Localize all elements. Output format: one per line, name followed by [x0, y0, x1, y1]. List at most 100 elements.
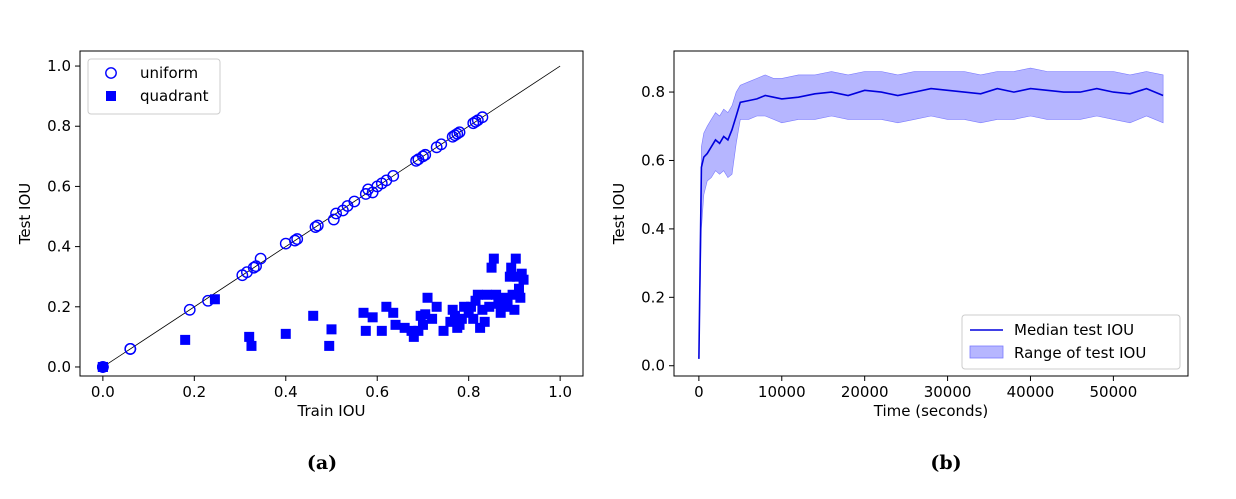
a-quadrant-point-34	[459, 301, 470, 312]
b-legend-range-label: Range of test IOU	[1014, 344, 1146, 362]
a-quadrant-point-41	[477, 304, 488, 315]
b-median-line	[698, 87, 1164, 359]
a-quadrant-point-53	[504, 271, 515, 282]
a-quadrant-point-20	[413, 325, 424, 336]
a-uniform-point-16	[327, 213, 340, 226]
test-iou-over-time-plot: 0 10000 20000 30000 40000 50000 0.0 0.2 0.4 0.6 0.…	[610, 50, 1189, 420]
a-y-tick-label-1: 0.2	[47, 298, 71, 316]
b-range-band	[698, 67, 1164, 359]
a-quadrant-point-59	[513, 283, 524, 294]
a-quadrant-point-9	[326, 324, 337, 335]
a-x-tick-label-0: 0.0	[91, 383, 115, 401]
a-quadrant-point-47	[491, 289, 502, 300]
b-legend-box	[961, 314, 1181, 370]
a-quadrant-point-61	[516, 268, 527, 279]
a-uniform-point-41	[476, 111, 489, 124]
a-uniform-point-8	[247, 261, 260, 274]
a-x-tick-label-1: 0.2	[182, 383, 206, 401]
a-quadrant-point-8	[324, 340, 335, 351]
a-y-tick-label-5: 1.0	[47, 57, 71, 75]
a-legend-uniform-marker	[105, 67, 117, 79]
a-quadrant-point-49	[495, 307, 506, 318]
a-quadrant-point-17	[399, 322, 410, 333]
b-x-tick-label-3: 30000	[924, 383, 972, 401]
a-x-tick-label-4: 0.8	[457, 383, 481, 401]
a-quadrant-point-16	[390, 319, 401, 330]
a-quadrant-point-57	[510, 253, 521, 264]
caption-b: (b)	[930, 452, 962, 474]
a-quadrant-point-30	[449, 310, 460, 321]
a-plot-frame	[79, 50, 584, 377]
a-quadrant-point-10	[358, 307, 369, 318]
a-legend-quadrant-marker	[106, 91, 116, 101]
a-quadrant-point-36	[465, 301, 476, 312]
a-uniform-point-36	[451, 127, 464, 140]
a-quadrant-point-23	[420, 309, 431, 320]
a-quadrant-point-14	[381, 301, 392, 312]
a-quadrant-point-43	[481, 289, 492, 300]
a-x-tick-label-5: 1.0	[548, 383, 572, 401]
b-plot-frame	[673, 50, 1189, 377]
a-uniform-point-12	[289, 234, 301, 247]
a-quadrant-point-54	[506, 262, 517, 273]
a-uniform-point-27	[387, 169, 400, 182]
a-quadrant-point-62	[518, 274, 529, 285]
a-uniform-point-13	[291, 233, 304, 245]
a-uniform-point-1	[96, 361, 109, 373]
scatter-plot-train-vs-test-iou: 0.0 0.2 0.4 0.6 0.8 1.0 0.0 0.2 0.4 0.6 0.8 1.0 Trai…	[16, 50, 584, 420]
a-x-axis-label: Train IOU	[297, 402, 366, 420]
b-y-tick-label-4: 0.8	[641, 83, 665, 101]
a-quadrant-point-24	[422, 292, 433, 303]
b-x-tick-label-1: 10000	[758, 383, 806, 401]
b-legend: Median test IOU Range of test IOU	[961, 314, 1181, 370]
a-quadrant-point-29	[447, 304, 458, 315]
a-quadrant-point-42	[479, 316, 490, 327]
b-legend-median-label: Median test IOU	[1014, 321, 1134, 339]
b-y-tick-label-2: 0.4	[641, 220, 665, 238]
a-quadrant-point-18	[406, 325, 417, 336]
a-quadrant-point-1	[97, 361, 108, 372]
a-y-tick-label-0: 0.0	[47, 358, 71, 376]
b-y-tick-label-3: 0.6	[641, 151, 665, 169]
a-uniform-point-15	[311, 219, 324, 232]
a-uniform-point-30	[417, 150, 429, 163]
a-quadrant-point-56	[509, 304, 520, 315]
a-uniform-point-37	[453, 126, 466, 139]
a-uniform-point-3	[124, 343, 137, 355]
a-quadrant-point-26	[431, 301, 442, 312]
a-uniform-point-17	[330, 207, 342, 220]
a-quadrant-point-52	[502, 295, 513, 306]
b-legend-range-marker	[969, 345, 1004, 359]
a-quadrant-point-13	[376, 325, 387, 336]
a-uniform-point-14	[309, 221, 322, 233]
a-quadrant-point-4	[244, 331, 255, 342]
a-quadrant-point-12	[367, 312, 378, 323]
a-quadrant-point-27	[438, 325, 449, 336]
a-uniform-point-20	[348, 195, 361, 208]
b-y-tick-label-1: 0.2	[641, 288, 665, 306]
a-quadrant-point-38	[470, 295, 481, 306]
a-quadrant-point-3	[209, 294, 220, 305]
a-quadrant-point-15	[388, 307, 399, 318]
a-quadrant-point-46	[488, 253, 499, 264]
b-x-tick-label-5: 50000	[1090, 383, 1138, 401]
a-uniform-point-5	[202, 294, 214, 307]
a-quadrant-point-33	[456, 313, 467, 324]
a-quadrant-point-6	[280, 328, 291, 339]
a-quadrant-point-35	[463, 307, 474, 318]
a-quadrant-point-11	[360, 325, 371, 336]
a-quadrant-point-60	[515, 292, 526, 303]
a-quadrant-point-45	[486, 262, 497, 273]
b-x-tick-label-2: 20000	[841, 383, 889, 401]
a-quadrant-point-37	[468, 313, 479, 324]
a-x-tick-label-3: 0.6	[365, 383, 389, 401]
a-legend-uniform-label: uniform	[140, 64, 198, 82]
b-y-axis-label: Test IOU	[610, 183, 628, 246]
a-quadrant-point-7	[308, 310, 319, 321]
b-x-axis-label: Time (seconds)	[873, 402, 989, 420]
a-legend-box	[87, 58, 221, 115]
a-quadrant-point-40	[475, 322, 486, 333]
a-uniform-point-33	[435, 138, 448, 151]
a-quadrant-point-5	[246, 340, 257, 351]
